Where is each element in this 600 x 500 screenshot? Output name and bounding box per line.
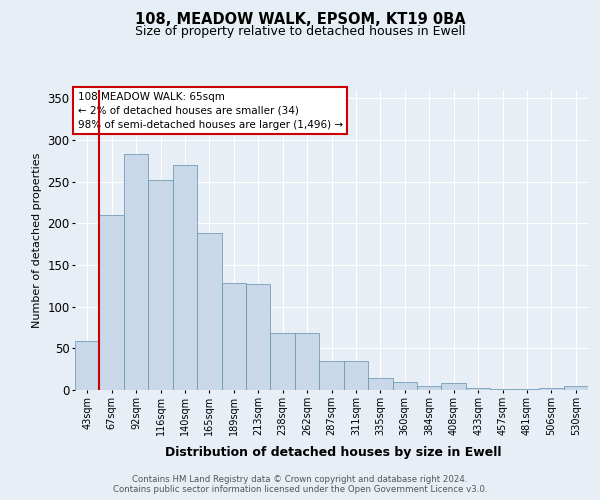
Bar [246, 284, 271, 390]
Bar [539, 388, 563, 390]
Bar [466, 388, 490, 390]
Bar [368, 378, 392, 390]
Bar [417, 386, 442, 390]
Text: Contains HM Land Registry data © Crown copyright and database right 2024.: Contains HM Land Registry data © Crown c… [132, 476, 468, 484]
Bar [173, 165, 197, 390]
Bar [563, 386, 588, 390]
Text: Distribution of detached houses by size in Ewell: Distribution of detached houses by size … [165, 446, 501, 459]
Bar [148, 180, 173, 390]
Bar [442, 384, 466, 390]
Bar [271, 334, 295, 390]
Bar [515, 389, 539, 390]
Text: Contains public sector information licensed under the Open Government Licence v3: Contains public sector information licen… [113, 486, 487, 494]
Bar [100, 215, 124, 390]
Bar [392, 382, 417, 390]
Bar [221, 284, 246, 390]
Bar [295, 334, 319, 390]
Text: Size of property relative to detached houses in Ewell: Size of property relative to detached ho… [135, 25, 465, 38]
Bar [124, 154, 148, 390]
Y-axis label: Number of detached properties: Number of detached properties [32, 152, 41, 328]
Bar [490, 389, 515, 390]
Bar [75, 341, 100, 390]
Text: 108, MEADOW WALK, EPSOM, KT19 0BA: 108, MEADOW WALK, EPSOM, KT19 0BA [134, 12, 466, 28]
Bar [319, 361, 344, 390]
Bar [344, 361, 368, 390]
Text: 108 MEADOW WALK: 65sqm
← 2% of detached houses are smaller (34)
98% of semi-deta: 108 MEADOW WALK: 65sqm ← 2% of detached … [77, 92, 343, 130]
Bar [197, 234, 221, 390]
